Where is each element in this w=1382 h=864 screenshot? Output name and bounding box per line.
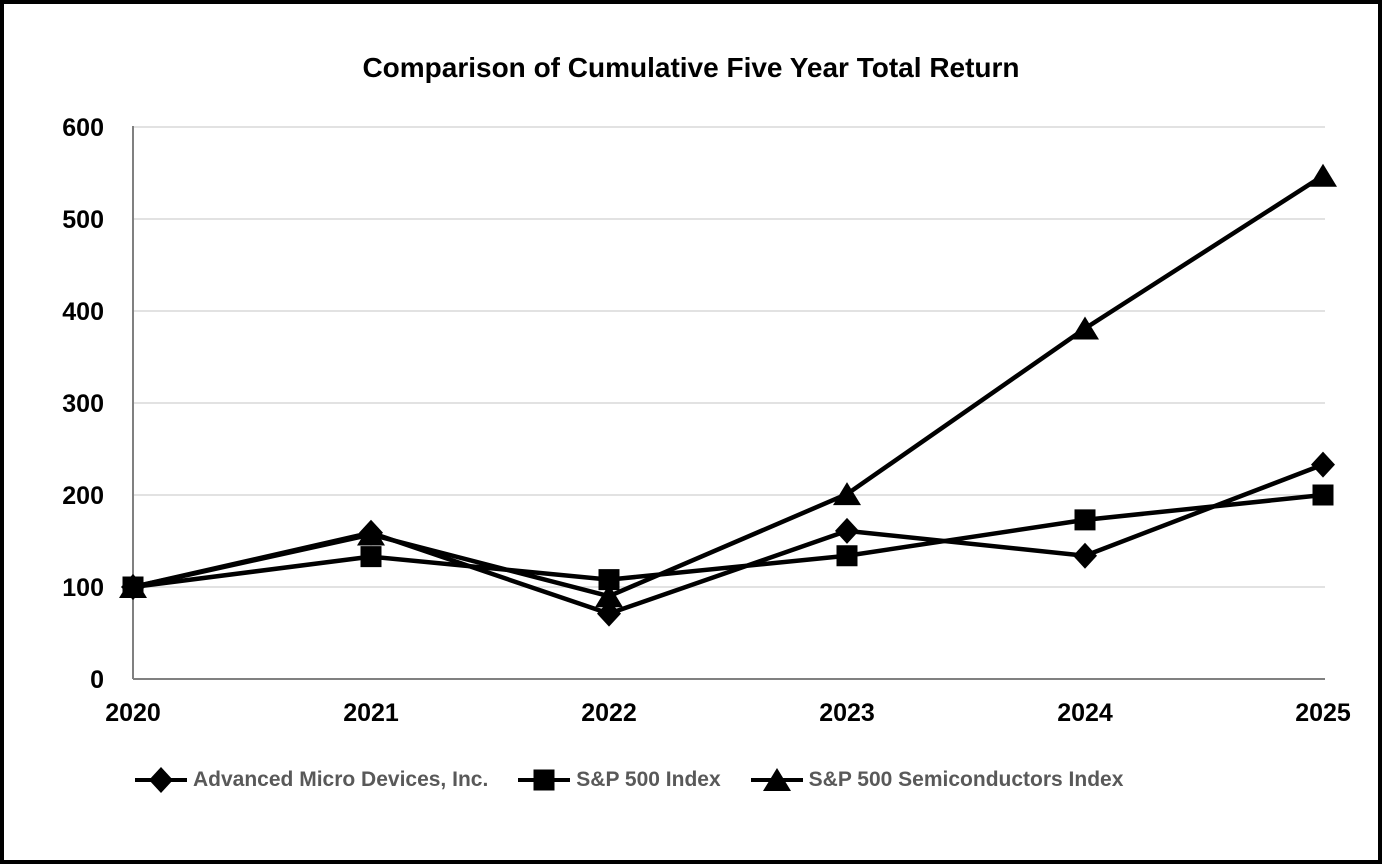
legend-square-glyph (533, 769, 555, 791)
x-tick-label-2023: 2023 (819, 699, 875, 727)
marker-triangle-2023 (833, 482, 861, 506)
marker-square-2024 (1074, 509, 1096, 531)
x-tick-label-2025: 2025 (1295, 699, 1351, 727)
y-tick-label-600: 600 (62, 114, 104, 142)
triangle-icon (750, 768, 803, 791)
marker-square-2023 (836, 545, 858, 567)
legend-label: S&P 500 Semiconductors Index (808, 768, 1124, 791)
legend-item-triangle: S&P 500 Semiconductors Index (750, 765, 1124, 795)
marker-square-2021 (360, 546, 382, 568)
marker-diamond-2024 (1073, 542, 1097, 569)
series-line-diamond (132, 462, 1324, 616)
marker-square-2025 (1312, 484, 1334, 506)
legend: Advanced Micro Devices, Inc. S&P 500 Inde… (135, 760, 1123, 800)
marker-triangle-2021 (357, 522, 385, 546)
y-tick-label-400: 400 (62, 298, 104, 326)
x-tick-label-2024: 2024 (1057, 699, 1113, 727)
x-tick-label-2020: 2020 (105, 699, 161, 727)
y-tick-label-100: 100 (62, 574, 104, 602)
x-tick-label-2022: 2022 (581, 699, 637, 727)
series-line-triangle (132, 173, 1325, 599)
legend-label: S&P 500 Index (576, 768, 721, 791)
marker-triangle-2025 (1309, 163, 1337, 187)
legend-item-square: S&P 500 Index (518, 765, 721, 795)
marker-square-2022 (598, 569, 620, 591)
marker-square-2020 (122, 576, 144, 598)
legend-item-diamond: Advanced Micro Devices, Inc. (135, 765, 488, 795)
marker-triangle-2024 (1071, 316, 1099, 340)
y-tick-label-500: 500 (62, 206, 104, 234)
square-icon (518, 769, 571, 791)
series-line-square (132, 492, 1324, 590)
y-tick-label-200: 200 (62, 482, 104, 510)
marker-diamond-2025 (1311, 451, 1335, 478)
diamond-icon (135, 767, 187, 793)
legend-triangle-glyph (762, 768, 791, 791)
y-tick-label-300: 300 (62, 390, 104, 418)
marker-triangle-2022 (595, 584, 623, 608)
x-tick-label-2021: 2021 (343, 699, 399, 727)
legend-diamond-glyph (149, 767, 173, 793)
marker-diamond-2023 (835, 517, 859, 544)
chart-title: Comparison of Cumulative Five Year Total… (362, 52, 1020, 83)
y-tick-label-0: 0 (90, 666, 104, 694)
legend-label: Advanced Micro Devices, Inc. (193, 768, 489, 791)
